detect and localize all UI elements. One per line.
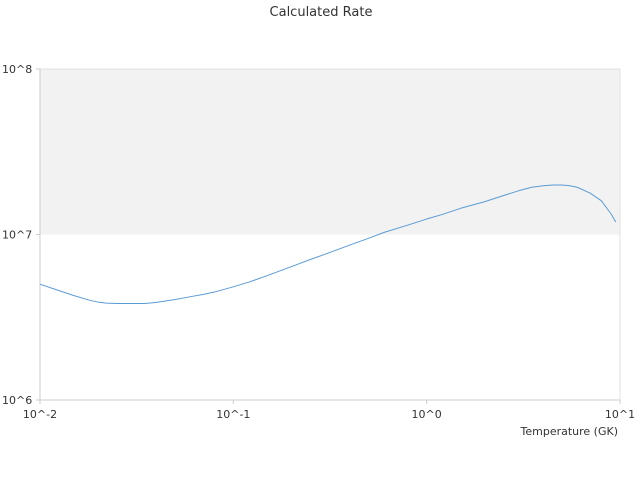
y-tick-label: 10^6 — [2, 394, 32, 407]
x-tick-label: 10^-2 — [23, 408, 57, 421]
x-tick-label: 10^0 — [412, 408, 442, 421]
y-tick-label: 10^8 — [2, 63, 32, 76]
x-axis-label: Temperature (GK) — [520, 425, 619, 438]
chart-title: Calculated Rate — [270, 5, 373, 20]
x-tick-label: 10^1 — [605, 408, 635, 421]
y-tick-label: 10^7 — [2, 229, 32, 242]
x-tick-label: 10^-1 — [216, 408, 250, 421]
shaded-band — [40, 69, 620, 235]
series-line-0 — [39, 184, 617, 304]
